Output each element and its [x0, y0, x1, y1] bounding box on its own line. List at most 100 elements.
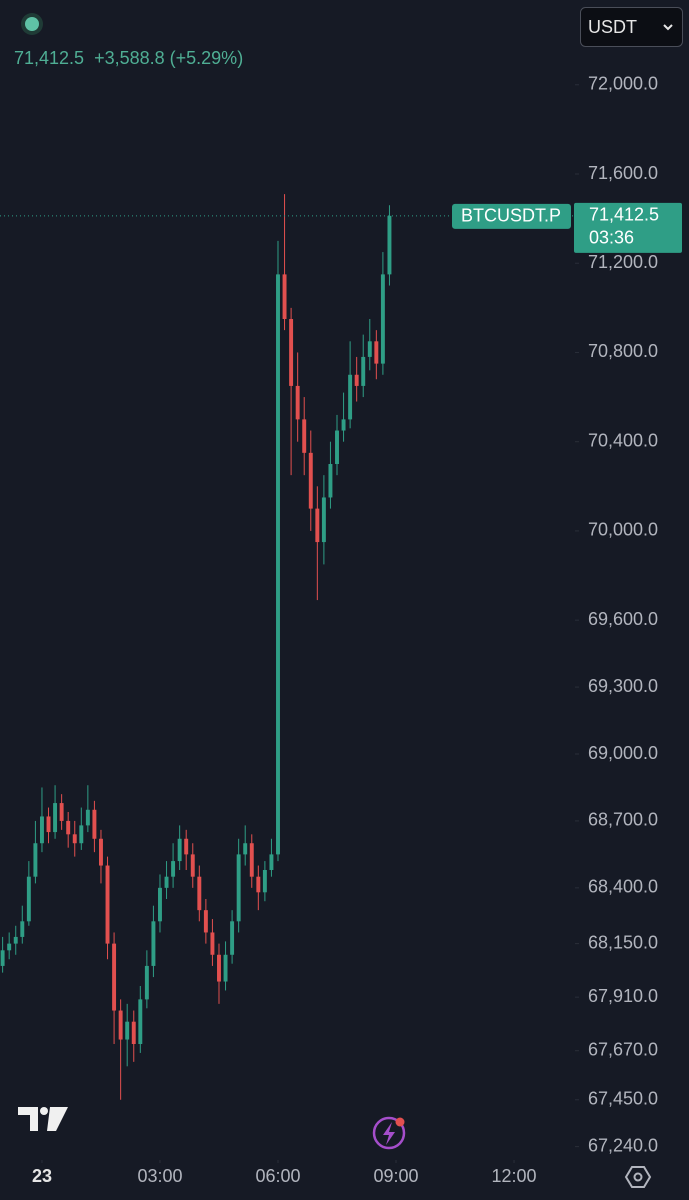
candle-body [335, 430, 339, 464]
y-tick-label: 72,000.0 [588, 74, 658, 94]
candle-body [20, 921, 25, 937]
candle-body [302, 419, 307, 453]
candle-body [367, 341, 372, 357]
candle-body [171, 861, 176, 877]
candle-body [164, 876, 169, 888]
candle-body [203, 910, 208, 933]
y-tick-label: 68,700.0 [588, 810, 658, 830]
candle-body [33, 843, 38, 877]
candle-body [79, 825, 84, 844]
y-tick-label: 69,300.0 [588, 676, 658, 696]
symbol-label: BTCUSDT.P [461, 206, 561, 226]
candle-body [177, 838, 182, 862]
candle-body [112, 943, 117, 1011]
candle-body [282, 274, 287, 319]
countdown-label: 03:36 [589, 228, 634, 248]
candle-body [315, 508, 320, 543]
candle-body [144, 965, 149, 1000]
tv-logo [18, 1107, 68, 1131]
candle-body [249, 843, 254, 877]
candle-body [341, 419, 346, 431]
candle-body [361, 356, 366, 386]
y-tick-label: 68,150.0 [588, 932, 658, 952]
candle-body [380, 274, 385, 364]
candle-body [105, 865, 110, 944]
candle-body [138, 999, 143, 1044]
y-tick-label: 69,000.0 [588, 743, 658, 763]
currency-label[interactable]: USDT [588, 17, 637, 37]
candle-body [236, 854, 241, 922]
settings-button[interactable] [624, 1166, 652, 1188]
candle-body [276, 274, 280, 855]
candle-body [387, 215, 392, 275]
currency-box[interactable] [580, 7, 683, 47]
candle-body [72, 834, 77, 844]
candle-body [53, 803, 58, 833]
candle-body [289, 319, 294, 386]
symbol-tag [452, 203, 571, 229]
candle-body [131, 1021, 136, 1044]
candle-body [295, 385, 300, 420]
candle-body [269, 854, 274, 870]
chevron[interactable] [663, 24, 673, 31]
x-tick-label: 06:00 [255, 1166, 300, 1186]
x-tick-label: 23 [32, 1166, 52, 1186]
candle-body [190, 854, 195, 877]
candle-body [39, 816, 44, 844]
y-tick-label: 67,910.0 [588, 986, 658, 1006]
candle-body [26, 876, 31, 922]
x-tick-label: 03:00 [137, 1166, 182, 1186]
legend-change: +3,588.8 (+5.29%) [94, 48, 243, 68]
candle-body [308, 452, 313, 509]
candle-body [328, 464, 333, 498]
candle-body [262, 870, 267, 893]
candle-body [217, 954, 221, 982]
candle-body [99, 838, 103, 866]
candle-body [243, 843, 248, 855]
candle-body [13, 936, 18, 944]
candle-body [374, 341, 379, 364]
candle-body [348, 374, 353, 420]
candle-body [66, 820, 71, 835]
price-label: 71,412.5 [589, 205, 659, 225]
candle-body [151, 921, 156, 966]
candle-body [321, 497, 326, 543]
y-tick-label: 71,200.0 [588, 252, 658, 272]
plot: 72,000.0 71,600.0 71,200.0 70,800.0 70,400.0… [0, 74, 682, 1186]
price-tag [574, 202, 682, 253]
candle-body [125, 1021, 130, 1040]
y-tick-label: 69,600.0 [588, 609, 658, 629]
y-tick-label: 67,450.0 [588, 1089, 658, 1109]
candle-body [230, 921, 235, 955]
candle-body [85, 809, 90, 826]
y-tick-label: 67,670.0 [588, 1039, 658, 1059]
candle-body [223, 954, 228, 982]
x-tick-label: 09:00 [373, 1166, 418, 1186]
candle-body [0, 950, 5, 966]
y-tick-label: 68,400.0 [588, 877, 658, 897]
candle-body [46, 816, 51, 833]
candle-body [256, 876, 261, 893]
y-tick-label: 70,400.0 [588, 430, 658, 450]
y-tick-label: 71,600.0 [588, 163, 658, 183]
candle-body [59, 803, 64, 821]
legend-value: 71,412.5 [14, 48, 84, 68]
candle-body [92, 809, 97, 839]
candle-body [118, 1010, 123, 1040]
candle-body [354, 374, 359, 386]
lightning-button[interactable] [372, 1116, 406, 1150]
status-dot [25, 17, 39, 31]
candle-body [197, 876, 202, 911]
y-tick-label: 70,000.0 [588, 520, 658, 540]
currency-select[interactable]: USDT [580, 7, 683, 47]
y-tick-label: 67,240.0 [588, 1135, 658, 1155]
candle-body [7, 943, 12, 951]
candle-body [158, 887, 162, 922]
y-tick-label: 70,800.0 [588, 341, 658, 361]
candle-body [210, 932, 215, 955]
candle-body [184, 838, 189, 855]
x-tick-label: 12:00 [492, 1166, 537, 1186]
